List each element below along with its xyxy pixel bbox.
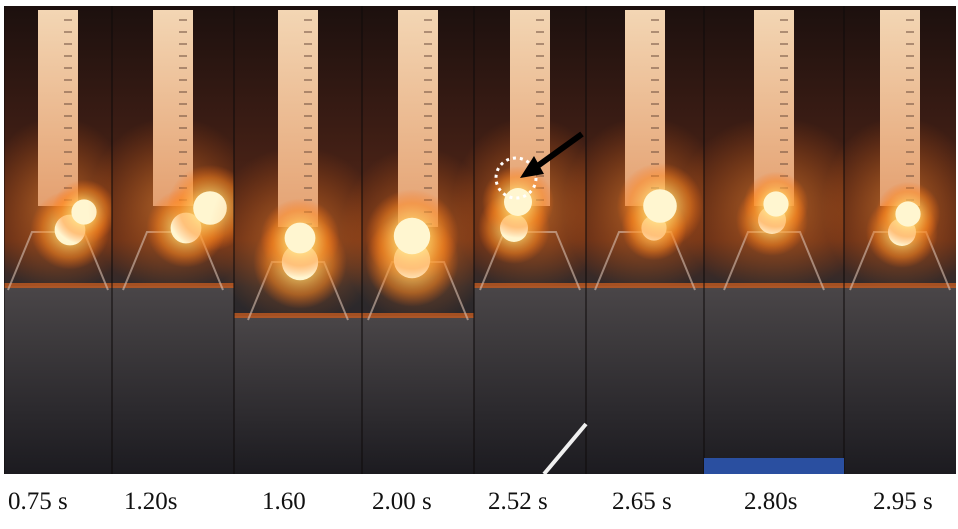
highlight-circle — [494, 156, 538, 200]
light-streak — [542, 422, 588, 474]
time-caption-row: 0.75 s 1.20s 1.60 2.00 s 2.52 s 2.65 s 2… — [0, 488, 958, 524]
frame-7-time-label: 2.80s — [744, 488, 798, 515]
ruler — [278, 10, 318, 227]
video-frame-5 — [451, 6, 609, 474]
blue-strip — [704, 458, 844, 474]
video-frame-8 — [821, 6, 956, 474]
annotation-arrow — [520, 131, 584, 178]
frame-3-time-label: 1.60 — [262, 488, 306, 515]
frame-8-time-label: 2.95 s — [873, 488, 933, 515]
frame-5-time-label: 2.52 s — [488, 488, 548, 515]
ruler — [880, 10, 920, 206]
frame-6-time-label: 2.65 s — [612, 488, 672, 515]
frame-4-time-label: 2.00 s — [372, 488, 432, 515]
video-frame-7 — [676, 6, 872, 474]
frame-strip — [4, 6, 956, 474]
ruler — [38, 10, 78, 206]
video-frame-3 — [208, 6, 388, 474]
frame-2-time-label: 1.20s — [124, 488, 178, 515]
frame-1-time-label: 0.75 s — [8, 488, 68, 515]
